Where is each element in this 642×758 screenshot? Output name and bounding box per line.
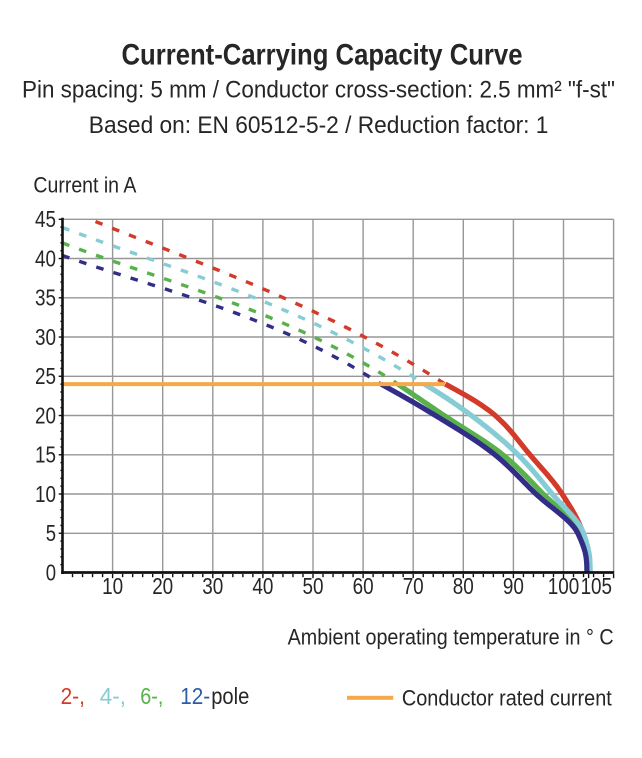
svg-text:pole: pole [211, 683, 249, 709]
svg-text:30: 30 [35, 324, 56, 350]
svg-text:10: 10 [102, 573, 123, 599]
svg-text:20: 20 [152, 573, 173, 599]
svg-text:4-,: 4-, [100, 683, 126, 709]
svg-text:35: 35 [35, 285, 56, 311]
svg-text:Conductor rated current: Conductor rated current [402, 686, 612, 711]
svg-text:50: 50 [303, 573, 324, 599]
svg-text:Ambient operating temperature: Ambient operating temperature in ° C [288, 624, 614, 649]
svg-text:40: 40 [35, 245, 56, 271]
svg-text:70: 70 [403, 573, 424, 599]
svg-text:Current in A: Current in A [33, 173, 136, 198]
svg-text:5: 5 [46, 520, 56, 546]
svg-text:Current-Carrying Capacity Curv: Current-Carrying Capacity Curve [122, 39, 523, 72]
svg-text:105: 105 [581, 573, 612, 599]
svg-text:2-,: 2-, [61, 683, 85, 709]
svg-text:15: 15 [35, 442, 56, 468]
svg-text:40: 40 [252, 573, 273, 599]
svg-text:0: 0 [46, 559, 56, 585]
svg-text:90: 90 [503, 573, 524, 599]
svg-text:Pin spacing: 5 mm / Conductor: Pin spacing: 5 mm / Conductor cross-sect… [22, 77, 615, 104]
svg-text:12-: 12- [180, 683, 210, 709]
svg-text:Based on: EN 60512-5-2 / Reduc: Based on: EN 60512-5-2 / Reduction facto… [89, 112, 549, 139]
svg-text:25: 25 [35, 363, 56, 389]
svg-text:80: 80 [453, 573, 474, 599]
svg-text:30: 30 [202, 573, 223, 599]
svg-text:6-,: 6-, [140, 683, 163, 709]
svg-text:10: 10 [35, 481, 56, 507]
svg-text:60: 60 [353, 573, 374, 599]
svg-text:45: 45 [35, 206, 56, 232]
svg-text:20: 20 [35, 402, 56, 428]
